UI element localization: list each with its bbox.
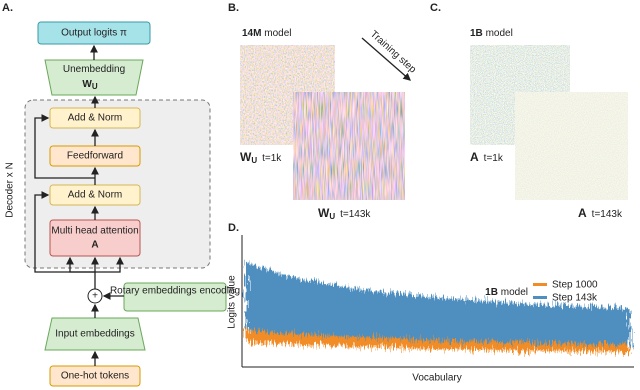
heatmap-label: WU t=143k — [318, 206, 371, 221]
rotary-box — [123, 282, 227, 312]
node-label: One-hot tokens — [61, 371, 129, 382]
heatmap — [515, 92, 628, 200]
symbol: W — [318, 206, 330, 220]
heatmap — [293, 92, 405, 200]
label: Unembedding — [63, 64, 125, 75]
legend-swatch — [533, 296, 547, 299]
node-label: Add & Norm — [68, 190, 122, 201]
symbol: A — [470, 150, 479, 164]
legend-label: Step 1000 — [552, 280, 598, 291]
step: t=1k — [484, 153, 504, 164]
model-size: 1B — [485, 287, 498, 298]
legend-swatch — [533, 283, 547, 286]
arrows — [34, 44, 124, 366]
symbol: A — [578, 206, 587, 220]
unembedding-box — [44, 59, 144, 96]
step: t=1k — [262, 153, 282, 164]
node-symbol: A — [91, 240, 98, 251]
node-label: Input embeddings — [55, 329, 135, 340]
model-label: 1B model — [485, 287, 528, 298]
model-label: 1B model — [470, 28, 513, 39]
node-symbol: WU — [82, 79, 97, 91]
node-label: Output logits π — [61, 28, 127, 39]
node-label: Add & Norm — [68, 113, 122, 124]
model-label: 14M model — [242, 28, 291, 39]
output-box — [37, 21, 151, 45]
node-label: Unembedding — [63, 64, 125, 75]
model-size: 14M — [242, 28, 261, 39]
model: model — [486, 28, 513, 39]
subscript: U — [92, 82, 98, 91]
legend-label: Step 143k — [552, 293, 598, 304]
step: t=143k — [592, 209, 623, 220]
subscript: U — [251, 156, 257, 165]
node-label: Rotary embeddings encoding — [110, 286, 240, 297]
training-arrow — [361, 37, 411, 81]
step: t=143k — [340, 209, 371, 220]
node-label: Feedforward — [67, 151, 123, 162]
heatmap-label: WU t=1k — [240, 150, 282, 165]
subscript: U — [329, 212, 335, 221]
panel-label: D. — [228, 222, 239, 234]
symbol: W — [240, 150, 252, 164]
band-step-143k — [246, 262, 630, 345]
decoder-label: Decoder x N — [5, 162, 16, 218]
x-axis-label: Vocabulary — [412, 373, 461, 384]
model: model — [264, 28, 291, 39]
symbol: W — [82, 79, 92, 90]
plus-sign: + — [92, 291, 98, 302]
model: model — [501, 287, 528, 298]
input-box — [44, 317, 146, 351]
model-size: 1B — [470, 28, 483, 39]
panel-label: C. — [430, 2, 441, 14]
panel-label: B. — [228, 2, 239, 14]
y-axis-label: Logits value — [227, 275, 238, 329]
arrow-label: Training step — [368, 29, 418, 76]
node-label: Multi head attention — [51, 226, 138, 237]
panel-label: A. — [2, 2, 13, 14]
